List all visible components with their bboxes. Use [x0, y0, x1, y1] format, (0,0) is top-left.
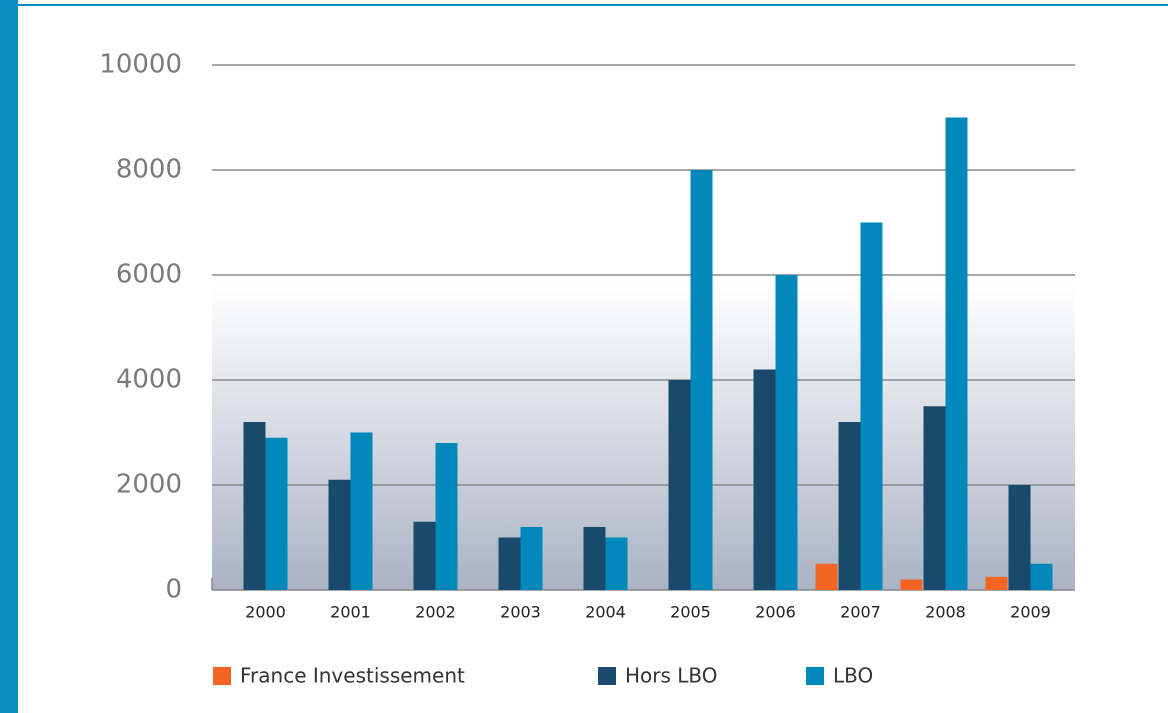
side-band	[0, 0, 18, 713]
top-line	[18, 4, 1168, 6]
x-tick-label: 2001	[330, 603, 371, 622]
bar	[243, 422, 266, 590]
bar	[923, 406, 946, 590]
y-tick-label: 2000	[116, 470, 182, 500]
bar	[520, 527, 543, 590]
x-tick-label: 2000	[245, 603, 286, 622]
bar	[605, 537, 628, 590]
bar	[413, 521, 436, 590]
bar	[435, 443, 458, 590]
x-tick-label: 2003	[500, 603, 541, 622]
x-tick-label: 2009	[1010, 603, 1051, 622]
legend-swatch	[806, 667, 824, 685]
legend-swatch	[598, 667, 616, 685]
bar	[838, 422, 861, 590]
bar	[1008, 485, 1031, 590]
x-tick-label: 2005	[670, 603, 711, 622]
legend-swatch	[213, 667, 231, 685]
bar	[753, 369, 776, 590]
y-tick-label: 0	[165, 575, 182, 605]
bar	[265, 437, 288, 590]
x-tick-label: 2008	[925, 603, 966, 622]
y-tick-label: 10000	[99, 50, 182, 80]
bar	[900, 579, 923, 590]
x-tick-label: 2007	[840, 603, 881, 622]
bar	[498, 537, 521, 590]
bar	[668, 380, 691, 590]
legend-label: France Investissement	[240, 664, 465, 688]
x-tick-label: 2006	[755, 603, 796, 622]
bar	[350, 432, 373, 590]
y-tick-label: 4000	[116, 365, 182, 395]
bar	[985, 576, 1008, 590]
y-tick-label: 6000	[116, 260, 182, 290]
bar	[860, 222, 883, 590]
bar	[775, 275, 798, 590]
bar	[328, 479, 351, 590]
x-tick-label: 2004	[585, 603, 626, 622]
x-tick-label: 2002	[415, 603, 456, 622]
y-tick-label: 8000	[116, 155, 182, 185]
legend-label: LBO	[833, 664, 873, 688]
legend-label: Hors LBO	[625, 664, 718, 688]
bar	[1030, 563, 1053, 590]
bar	[815, 563, 838, 590]
bar	[945, 117, 968, 590]
bar	[690, 170, 713, 590]
bar	[583, 527, 606, 590]
